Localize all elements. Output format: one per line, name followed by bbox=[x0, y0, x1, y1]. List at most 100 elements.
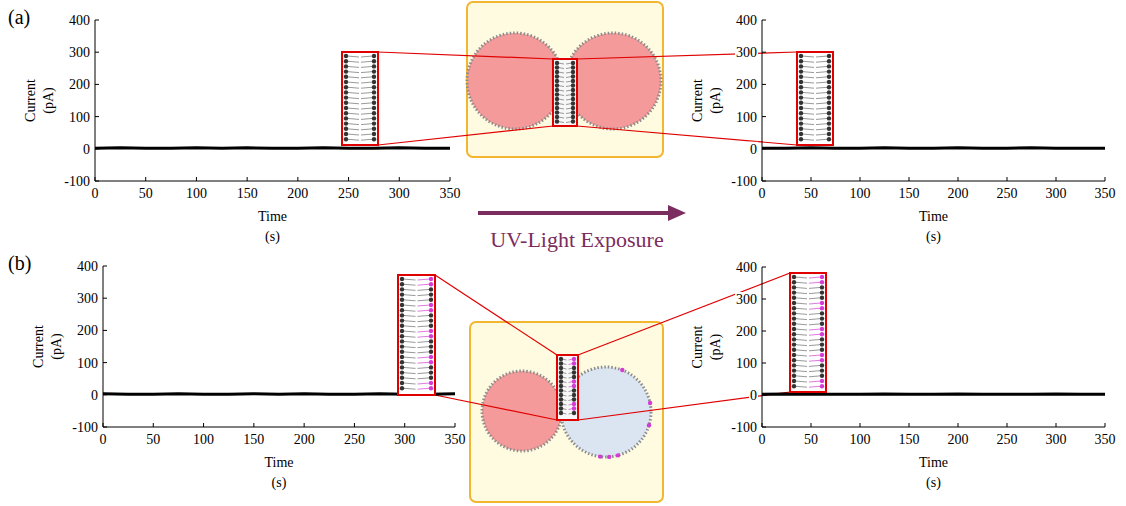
x-axis bbox=[103, 427, 455, 428]
lipid-head bbox=[372, 132, 376, 136]
y-tick bbox=[762, 395, 766, 396]
y-tick bbox=[762, 267, 766, 268]
bilayer-inset bbox=[790, 273, 826, 392]
lipid-tail bbox=[795, 355, 807, 356]
lipid-head bbox=[827, 75, 831, 79]
y-tick bbox=[95, 20, 99, 21]
x-tick-label: 350 bbox=[445, 432, 466, 447]
lipid-tail bbox=[809, 345, 821, 346]
lipid-head bbox=[799, 106, 803, 110]
y-tick-label: 100 bbox=[77, 356, 98, 371]
lipid-head bbox=[792, 384, 796, 388]
y-tick bbox=[95, 84, 99, 85]
x-tick bbox=[1105, 177, 1106, 181]
x-tick-label: 300 bbox=[394, 432, 415, 447]
lipid-tail bbox=[802, 124, 814, 125]
lipid-head bbox=[572, 397, 576, 401]
connector-line bbox=[578, 273, 790, 355]
lipid-head bbox=[372, 121, 376, 125]
lipid-head bbox=[372, 59, 376, 63]
lipid-head bbox=[429, 350, 433, 354]
lipid-head bbox=[400, 376, 404, 380]
lipid-tail bbox=[809, 339, 821, 340]
y-tick bbox=[95, 52, 99, 53]
label-backing bbox=[749, 142, 758, 157]
lipid-head bbox=[429, 376, 433, 380]
lipid-tail bbox=[809, 381, 821, 382]
lipid-tail bbox=[816, 92, 828, 93]
y-tick bbox=[762, 52, 766, 53]
x-tick-label: 350 bbox=[440, 186, 461, 201]
lipid-head bbox=[572, 411, 576, 415]
lipid-head bbox=[555, 97, 559, 101]
lipid-head bbox=[820, 348, 824, 352]
lipid-head bbox=[571, 110, 575, 114]
x-tick-label: 50 bbox=[139, 186, 153, 201]
lipid-head bbox=[571, 70, 575, 74]
y-tick bbox=[103, 266, 107, 267]
x-tick-label: 100 bbox=[193, 432, 214, 447]
lipid-head bbox=[799, 121, 803, 125]
lipid-tail bbox=[802, 56, 814, 57]
x-tick bbox=[297, 177, 298, 181]
chart-panel: 050100150200250300350-1000100200300400Ti… bbox=[690, 13, 1116, 245]
label-backing bbox=[82, 142, 91, 157]
x-tick-label: 150 bbox=[899, 432, 920, 447]
lipid-tail bbox=[795, 277, 807, 278]
lipid-head bbox=[400, 334, 404, 338]
lipid-tail bbox=[802, 82, 814, 83]
chart-panel: 050100150200250300350-1000100200300400Ti… bbox=[690, 260, 1116, 491]
y-axis-title-line: Current bbox=[690, 79, 705, 122]
y-tick-label: 400 bbox=[736, 260, 757, 275]
lipid-head bbox=[820, 327, 824, 331]
y-axis-title-line: (pA) bbox=[708, 87, 724, 114]
lipid-head bbox=[820, 358, 824, 362]
lipid-tail bbox=[403, 347, 416, 348]
lipid-head bbox=[572, 357, 576, 361]
lipid-head bbox=[372, 75, 376, 79]
lipid-tail bbox=[809, 386, 821, 387]
x-tick-label: 50 bbox=[146, 432, 160, 447]
lipid-head bbox=[559, 361, 563, 365]
y-tick bbox=[103, 298, 107, 299]
lipid-head bbox=[559, 379, 563, 383]
lipid-head bbox=[555, 88, 559, 92]
label-backing bbox=[68, 77, 91, 92]
lipid-tail bbox=[816, 72, 828, 73]
lipid-head bbox=[792, 358, 796, 362]
lipid-tail bbox=[403, 321, 416, 322]
bilayer-inset bbox=[398, 275, 435, 395]
lipid-tail bbox=[802, 129, 814, 130]
lipid-tail bbox=[809, 308, 821, 309]
label-backing bbox=[735, 324, 758, 339]
x-tick bbox=[1007, 423, 1008, 427]
lipid-tail bbox=[795, 308, 807, 309]
lipid-tail bbox=[802, 118, 814, 119]
lipid-head bbox=[429, 287, 433, 291]
lipid-tail bbox=[418, 352, 431, 353]
y-axis-title-line: (pA) bbox=[49, 333, 65, 360]
lipid-tail bbox=[795, 293, 807, 294]
lipid-head bbox=[372, 106, 376, 110]
lipid-tail bbox=[403, 373, 416, 374]
x-axis-title-line: (s) bbox=[272, 475, 287, 491]
lipid-head bbox=[571, 106, 575, 110]
y-tick-label: 400 bbox=[77, 259, 98, 274]
lipid-tail bbox=[795, 339, 807, 340]
lipid-tail bbox=[795, 287, 807, 288]
y-axis bbox=[762, 267, 763, 427]
x-axis-title-line: Time bbox=[258, 209, 287, 224]
lipid-head bbox=[372, 116, 376, 120]
bilayer-box bbox=[553, 59, 577, 126]
lipid-head bbox=[792, 348, 796, 352]
lipid-tail bbox=[361, 66, 373, 67]
lipid-head bbox=[344, 85, 348, 89]
lipid-tail bbox=[816, 82, 828, 83]
lipid-head bbox=[620, 368, 624, 372]
lipid-tail bbox=[795, 350, 807, 351]
lipid-tail bbox=[816, 134, 828, 135]
lipid-tail bbox=[795, 303, 807, 304]
x-tick bbox=[958, 177, 959, 181]
lipid-tail bbox=[403, 383, 416, 384]
x-tick-label: 250 bbox=[344, 432, 365, 447]
